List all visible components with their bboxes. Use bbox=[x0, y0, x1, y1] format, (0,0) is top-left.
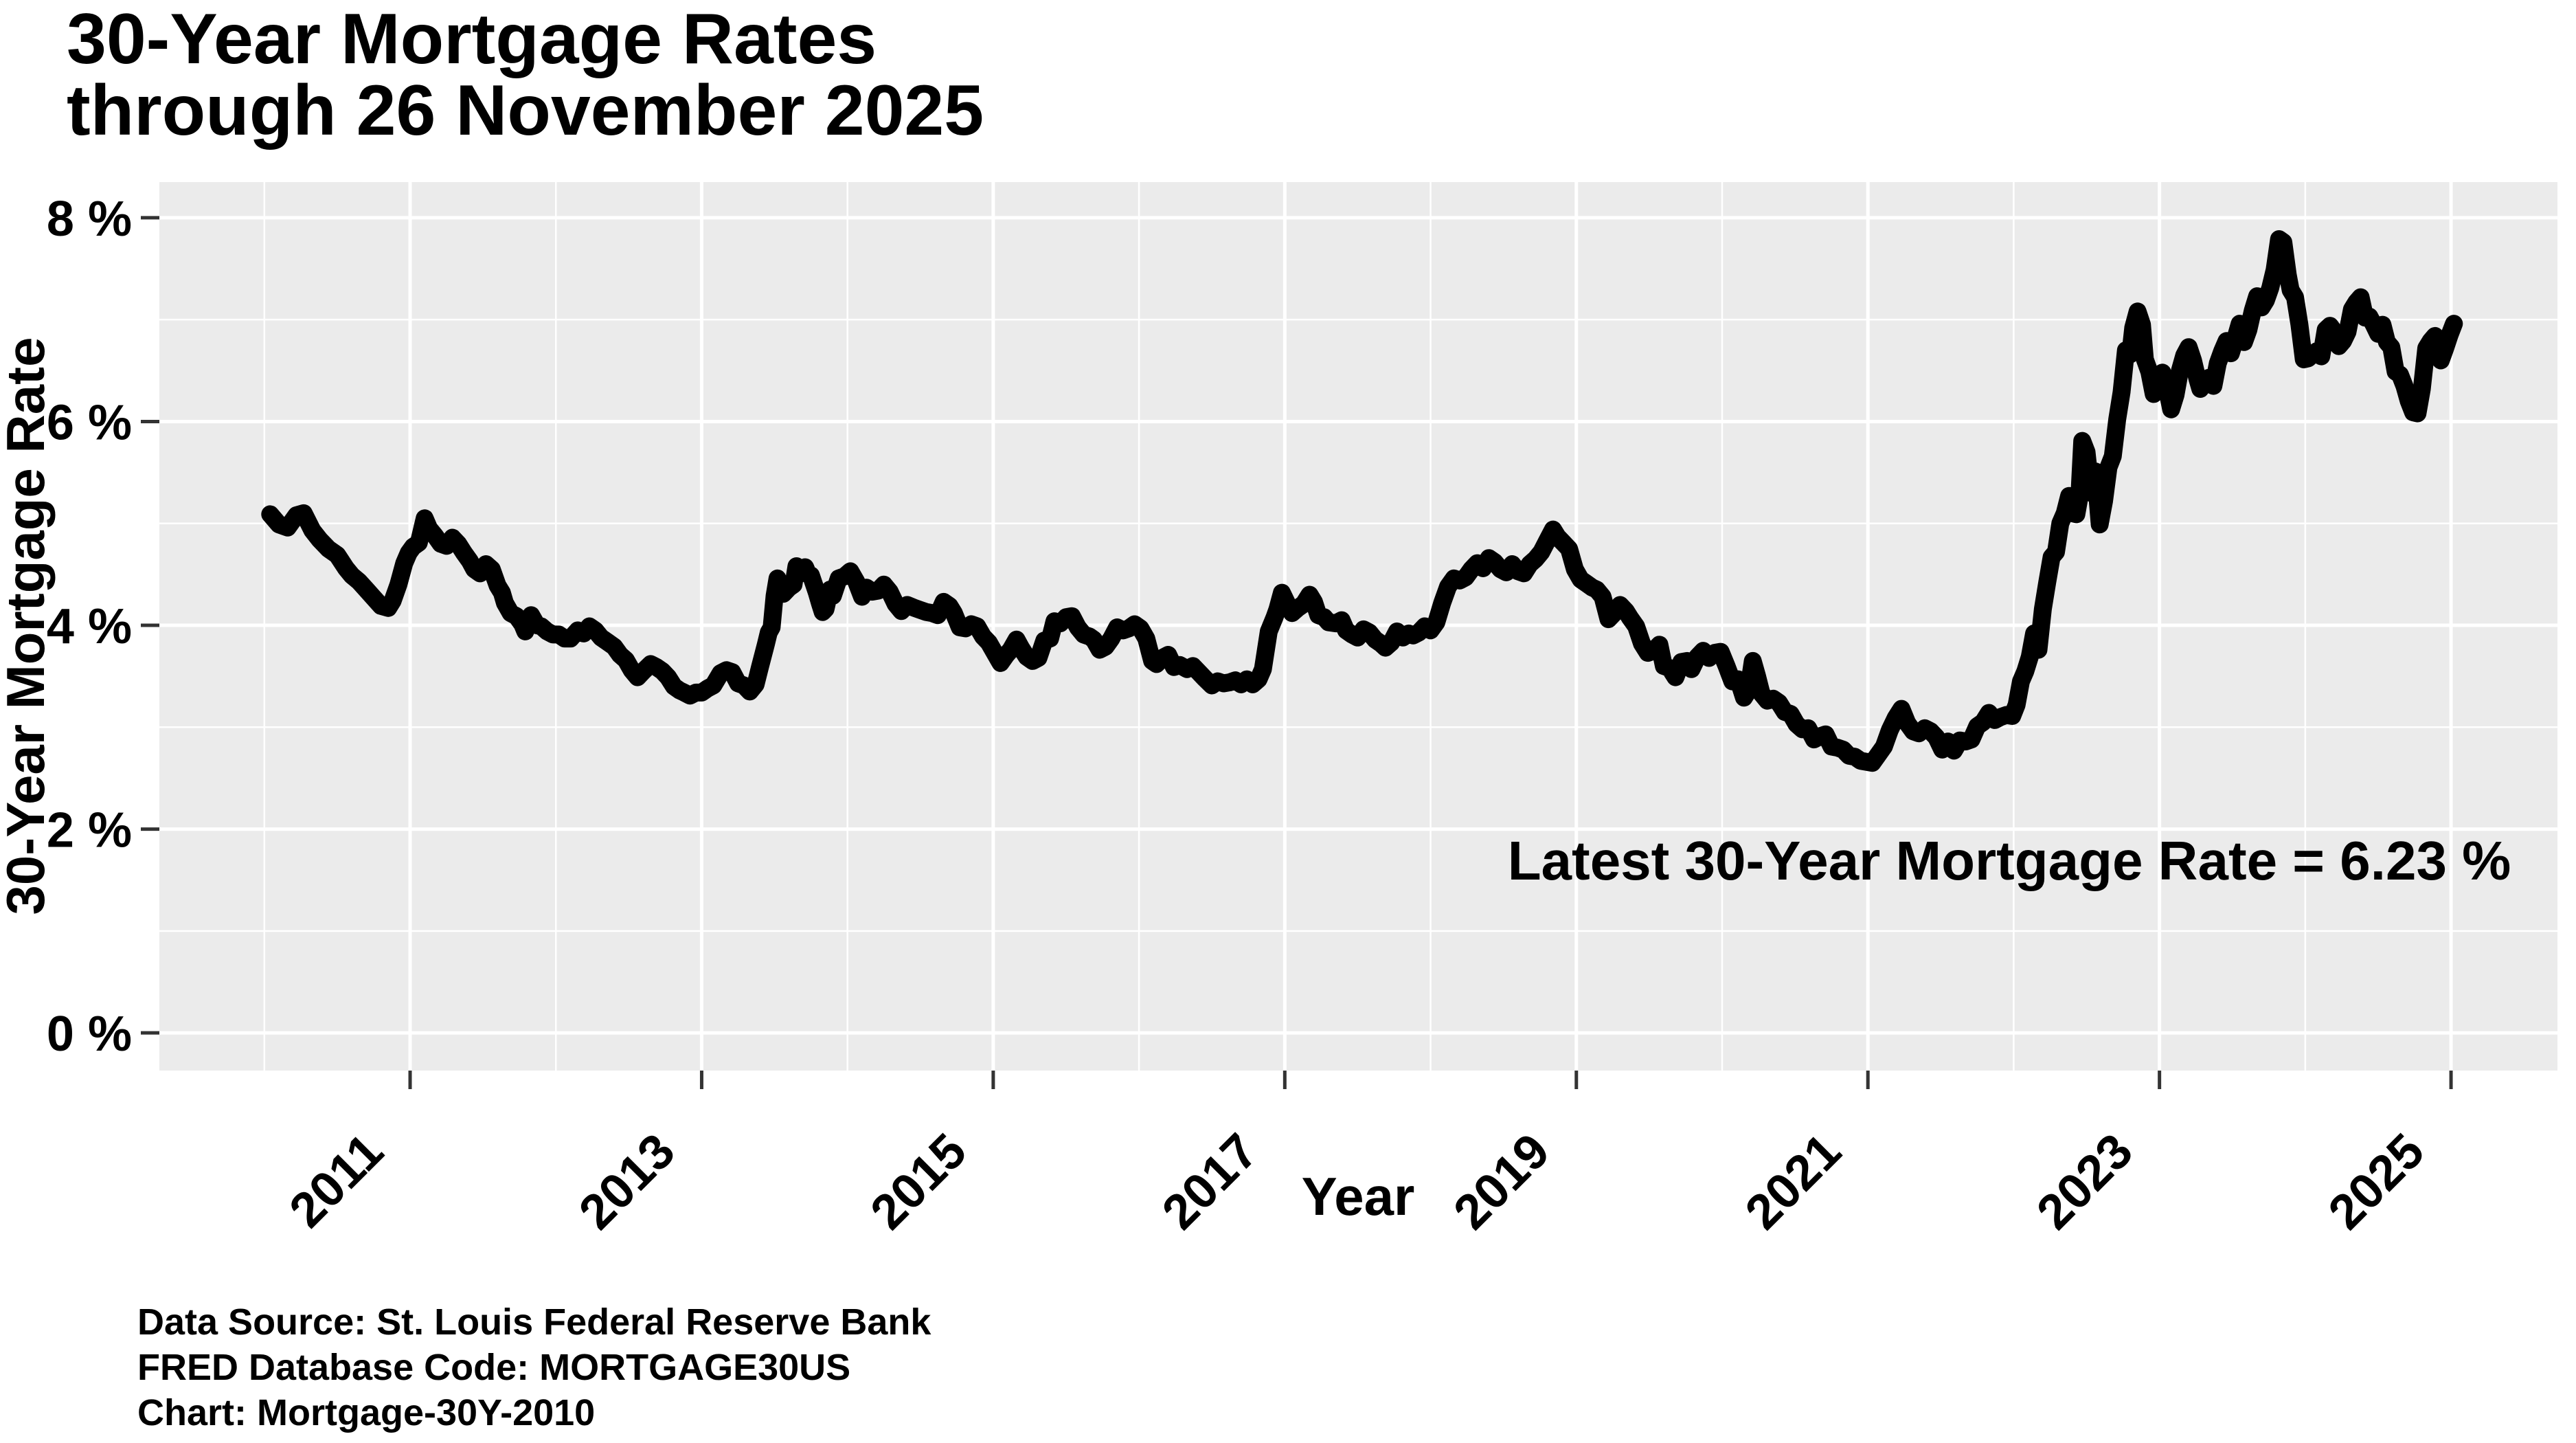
x-axis-title: Year bbox=[1302, 1166, 1415, 1227]
y-axis-tick-labels: 0 % 2 % 4 % 6 % 8 % bbox=[47, 192, 132, 1062]
caption-line3: Chart: Mortgage-30Y-2010 bbox=[137, 1392, 595, 1433]
y-tick-label: 4 % bbox=[47, 599, 132, 654]
y-tick-label: 6 % bbox=[47, 395, 132, 450]
y-tick-label: 8 % bbox=[47, 192, 132, 247]
y-tick-label: 0 % bbox=[47, 1007, 132, 1062]
caption-line1: Data Source: St. Louis Federal Reserve B… bbox=[137, 1301, 931, 1343]
mortgage-rate-line bbox=[261, 230, 2463, 772]
latest-rate-annotation: Latest 30-Year Mortgage Rate = 6.23 % bbox=[1508, 830, 2511, 891]
axis-tick-marks bbox=[141, 216, 2453, 1089]
y-tick-label: 2 % bbox=[47, 803, 132, 858]
caption-line2: FRED Database Code: MORTGAGE30US bbox=[137, 1347, 850, 1388]
y-axis-title: 30-Year Mortgage Rate bbox=[0, 337, 56, 915]
chart-title-line1: 30-Year Mortgage Rates bbox=[67, 0, 877, 79]
chart-title-line2: through 26 November 2025 bbox=[67, 71, 984, 150]
